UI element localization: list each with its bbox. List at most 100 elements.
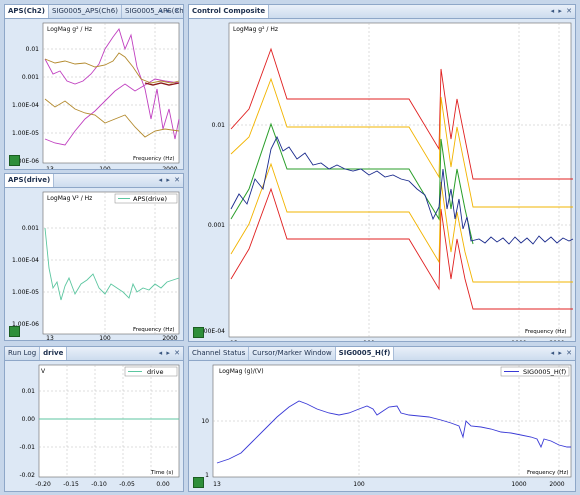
- tab-aps-ch2[interactable]: APS(Ch2): [5, 5, 49, 18]
- y-tick: 0.01: [22, 388, 36, 395]
- x-axis-label: Frequency (Hz): [133, 156, 174, 162]
- y-tick: 0.01: [26, 46, 40, 53]
- control-trace: [230, 135, 574, 245]
- chart-settings-icon[interactable]: [193, 477, 204, 488]
- x-tick: 2000: [549, 340, 564, 341]
- x-tick: -0.15: [63, 481, 79, 488]
- y-tick: -0.02: [19, 472, 35, 479]
- y-tick: -0.01: [19, 444, 35, 451]
- chart-settings-icon[interactable]: [9, 155, 20, 166]
- pane-nav-controls[interactable]: ◂ ▸ ✕: [550, 7, 573, 15]
- y-tick: 0.00: [22, 416, 36, 423]
- x-tick: 2000: [162, 335, 177, 340]
- y-tick: 1: [205, 472, 209, 479]
- trace-ch7-lower: [44, 98, 180, 138]
- x-axis-label: Frequency (Hz): [525, 329, 566, 335]
- drive-time-plot[interactable]: V drive Time (s) 0.01 0.00 -0.01 -0.02 -…: [5, 361, 183, 491]
- aps-channels-plot[interactable]: LogMag g² / Hz Frequency (Hz) 0.01 0.001…: [5, 19, 183, 169]
- tab-aps-drive[interactable]: APS(drive): [5, 174, 55, 187]
- tab-sig0005-hf[interactable]: SIG0005_H(f): [335, 347, 395, 360]
- x-tick: 100: [99, 335, 111, 340]
- x-tick: 13: [213, 481, 221, 488]
- control-composite-plot[interactable]: LogMag g² / Hz Frequency (Hz) 0.01 0.001…: [189, 19, 575, 341]
- trace-ch6: [44, 78, 180, 146]
- tab-drive[interactable]: drive: [40, 347, 68, 360]
- trace-transfer-function: [216, 400, 571, 464]
- y-axis-label: LogMag g² / Hz: [47, 26, 92, 33]
- x-axis-label: Time (s): [150, 470, 173, 476]
- reference-profile: [230, 122, 474, 245]
- tab-channel-status[interactable]: Channel Status: [189, 347, 250, 360]
- x-axis-label: Frequency (Hz): [133, 327, 174, 333]
- legend-box: [124, 366, 178, 377]
- alarm-limit-lower: [230, 162, 573, 283]
- tab-run-log[interactable]: Run Log: [5, 347, 41, 360]
- legend-label: SIG0005_H(f): [523, 368, 566, 376]
- alarm-limit-upper: [230, 77, 573, 208]
- drive-time-pane: Run Log drive ◂ ▸ ✕ V drive Time (s) 0.01…: [4, 346, 184, 492]
- x-tick: 100: [99, 166, 111, 169]
- y-tick: 1.00E-05: [12, 289, 39, 296]
- trace-drive-aps: [44, 227, 180, 301]
- pane-nav-controls[interactable]: ◂ ▸ ✕: [158, 349, 181, 357]
- y-tick: 1.00E-04: [198, 328, 225, 335]
- y-tick: 1.00E-04: [12, 257, 39, 264]
- x-tick: -0.10: [91, 481, 107, 488]
- tab-aps-ch6[interactable]: SIG0005_APS(Ch6): [49, 5, 122, 18]
- legend-label: drive: [147, 368, 163, 376]
- tab-cursor-marker-window[interactable]: Cursor/Marker Window: [249, 347, 336, 360]
- legend-label: APS(drive): [133, 195, 167, 203]
- trace-ch-dark: [144, 82, 180, 86]
- x-axis-label: Frequency (Hz): [527, 470, 568, 476]
- y-tick: 1.00E-05: [12, 130, 39, 137]
- x-tick: 1000: [511, 481, 526, 488]
- x-tick: 1000: [511, 340, 526, 341]
- y-axis-label: LogMag g² / Hz: [233, 26, 278, 33]
- pane-nav-controls[interactable]: ◂ ▸ ✕: [158, 176, 181, 184]
- abort-limit-upper: [230, 47, 573, 180]
- x-tick: -0.20: [35, 481, 51, 488]
- control-composite-tabbar: Control Composite ◂ ▸ ✕: [189, 5, 575, 19]
- y-axis-label: LogMag (g)/(V): [219, 368, 264, 375]
- tab-control-composite[interactable]: Control Composite: [189, 5, 270, 18]
- aps-drive-tabbar: APS(drive) ◂ ▸ ✕: [5, 174, 183, 188]
- trace-ch7-upper: [44, 52, 180, 84]
- aps-drive-pane: APS(drive) ◂ ▸ ✕ LogMag V² / Hz APS(driv…: [4, 173, 184, 341]
- y-tick: 1.00E-06: [12, 321, 39, 328]
- tab-aps-ch7[interactable]: SIG0005_APS(Ch7): [122, 5, 183, 18]
- trace-ch2: [44, 28, 180, 140]
- legend-box: [500, 366, 570, 377]
- y-tick: 0.01: [212, 122, 226, 129]
- y-tick: 1.00E-04: [12, 102, 39, 109]
- y-tick: 0.001: [208, 222, 225, 229]
- y-axis-label: V: [41, 368, 46, 375]
- x-tick: 100: [353, 481, 365, 488]
- pane-nav-controls[interactable]: ◂ ▸ ✕: [550, 349, 573, 357]
- y-tick: 0.001: [22, 225, 39, 232]
- x-tick: 2000: [549, 481, 564, 488]
- x-tick: 2000: [162, 166, 177, 169]
- aps-channels-tabbar: APS(Ch2)SIG0005_APS(Ch6)SIG0005_APS(Ch7)…: [5, 5, 183, 19]
- x-tick: 0.00: [156, 481, 170, 488]
- control-composite-pane: Control Composite ◂ ▸ ✕ LogMag g² / Hz F…: [188, 4, 576, 342]
- legend-box: [114, 193, 178, 204]
- y-axis-label: LogMag V² / Hz: [47, 195, 92, 202]
- transfer-function-tabbar: Channel Status Cursor/Marker Window SIG000…: [189, 347, 575, 361]
- aps-channels-pane: APS(Ch2)SIG0005_APS(Ch6)SIG0005_APS(Ch7)…: [4, 4, 184, 170]
- x-tick: 100: [363, 340, 375, 341]
- x-tick: 13: [46, 335, 54, 340]
- abort-limit-lower: [230, 187, 573, 310]
- aps-drive-plot[interactable]: LogMag V² / Hz APS(drive) Frequency (Hz)…: [5, 188, 183, 340]
- y-tick: 10: [201, 418, 209, 425]
- transfer-function-plot[interactable]: LogMag (g)/(V) SIG0005_H(f) Frequency (H…: [189, 361, 575, 491]
- pane-nav-controls[interactable]: ◂ ▸ ✕: [158, 7, 181, 15]
- y-tick: 1.00E-06: [12, 158, 39, 165]
- y-tick: 0.001: [22, 74, 39, 81]
- transfer-function-pane: Channel Status Cursor/Marker Window SIG000…: [188, 346, 576, 492]
- chart-settings-icon[interactable]: [9, 326, 20, 337]
- x-tick: 13: [46, 166, 54, 169]
- x-tick: 13: [230, 340, 238, 341]
- chart-settings-icon[interactable]: [193, 327, 204, 338]
- drive-time-tabbar: Run Log drive ◂ ▸ ✕: [5, 347, 183, 361]
- x-tick: -0.05: [119, 481, 135, 488]
